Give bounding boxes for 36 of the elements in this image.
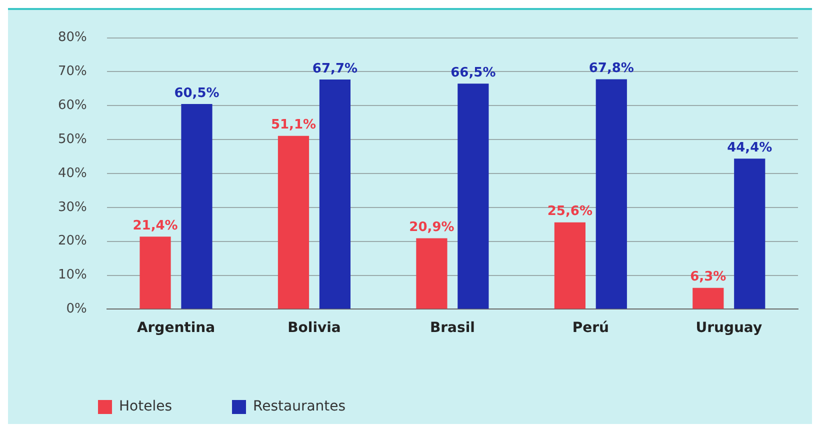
bar: [596, 79, 627, 309]
data-label: 67,8%: [588, 61, 634, 76]
y-tick-label: 0%: [66, 302, 87, 317]
x-tick-label: Bolivia: [288, 320, 341, 336]
y-tick-label: 10%: [58, 268, 87, 283]
bar: [319, 80, 351, 309]
y-tick-label: 40%: [58, 166, 87, 181]
x-tick-label: Argentina: [136, 320, 216, 336]
bar: [140, 236, 171, 309]
y-tick-label: 80%: [58, 30, 87, 46]
bar: [278, 136, 310, 309]
data-label: 21,4%: [132, 218, 178, 234]
y-tick-label: 50%: [58, 132, 87, 147]
y-tick-label: 20%: [58, 234, 87, 249]
data-label: 44,4%: [727, 140, 772, 156]
data-label: 51,1%: [270, 118, 316, 133]
x-tick-label: Uruguay: [696, 320, 762, 336]
x-tick-label: Brasil: [430, 320, 475, 336]
data-label: 60,5%: [174, 86, 220, 101]
x-tick-label: Perú: [572, 320, 609, 336]
y-tick-label: 30%: [58, 200, 87, 215]
bar: [554, 222, 586, 309]
data-label: 6,3%: [690, 270, 726, 285]
bar: [458, 84, 489, 309]
data-label: 20,9%: [409, 220, 454, 236]
y-tick-label: 70%: [58, 64, 87, 80]
y-tick-label: 60%: [58, 98, 87, 114]
legend-label: Restaurantes: [252, 398, 346, 415]
data-label: 66,5%: [450, 65, 496, 80]
bar: [734, 158, 766, 309]
data-label: 25,6%: [547, 204, 592, 220]
bar: [692, 288, 724, 309]
bar: [416, 238, 448, 309]
legend-label: Hoteles: [119, 398, 172, 415]
bar: [181, 104, 212, 309]
data-label: 67,7%: [312, 61, 358, 76]
